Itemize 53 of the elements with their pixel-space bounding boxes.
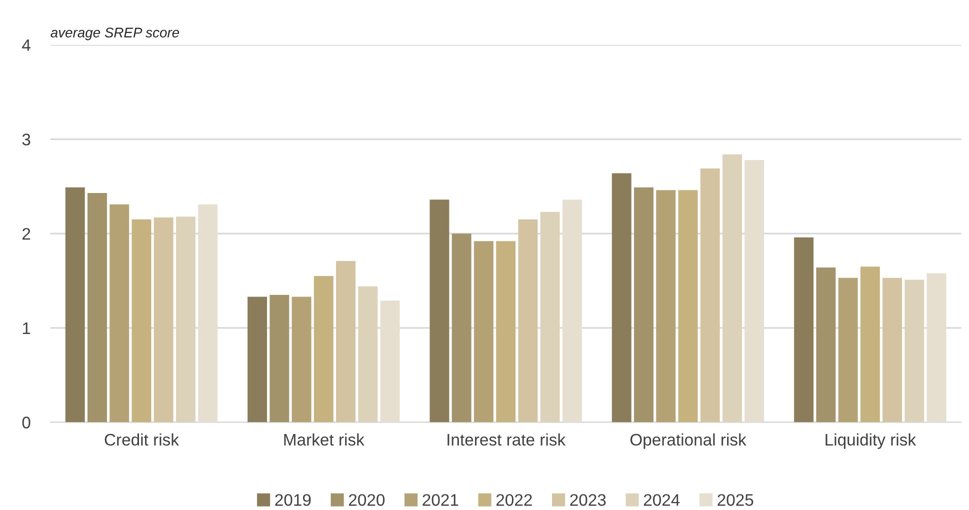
x-tick-label: Interest rate risk (448, 433, 566, 446)
bar (882, 278, 902, 422)
bar (860, 266, 880, 422)
bar (656, 190, 676, 422)
legend-label: 2022 (496, 494, 532, 506)
bar (838, 278, 858, 422)
bar (358, 286, 378, 422)
bar (452, 234, 472, 422)
bar (380, 300, 400, 422)
bar (474, 241, 494, 422)
y-tick-label: 1 (22, 322, 30, 334)
bar (88, 193, 107, 422)
bar (926, 273, 946, 422)
bar (612, 173, 632, 422)
bar (496, 241, 516, 422)
legend-label: 2024 (644, 494, 680, 506)
bar (270, 294, 290, 422)
bar (518, 219, 538, 422)
bar (562, 200, 582, 422)
bar (292, 296, 312, 422)
x-tick-label: Credit risk (104, 433, 180, 446)
bar (65, 187, 85, 422)
bar (794, 237, 814, 422)
bar (700, 168, 720, 422)
bar (176, 216, 196, 422)
y-tick-label: 0 (22, 416, 30, 428)
legend-label: 2020 (348, 494, 385, 506)
bar (336, 260, 356, 422)
bar (154, 218, 174, 422)
x-tick-label: Market risk (284, 433, 364, 446)
legend-label: 2023 (570, 494, 606, 506)
bar (314, 276, 334, 422)
bar (132, 219, 152, 422)
x-tick-label: Liquidity risk (826, 433, 916, 449)
bar (816, 268, 836, 422)
bar (540, 212, 560, 422)
legend-label: 2021 (422, 494, 458, 506)
bar (722, 154, 742, 422)
x-tick-label: Operational risk (630, 433, 746, 449)
bar (198, 204, 218, 422)
y-tick-label: 3 (22, 134, 30, 146)
bar (110, 204, 130, 422)
bar (634, 187, 654, 422)
bar (904, 280, 924, 422)
bar (678, 190, 698, 422)
bar (744, 160, 764, 422)
bar (430, 200, 450, 422)
y-axis-title: average SREP score (50, 28, 180, 40)
legend-label: 2019 (275, 494, 311, 506)
legend-label: 2025 (718, 494, 754, 506)
bar (248, 296, 268, 422)
y-tick-label: 2 (22, 228, 30, 240)
y-tick-label: 4 (22, 39, 30, 51)
